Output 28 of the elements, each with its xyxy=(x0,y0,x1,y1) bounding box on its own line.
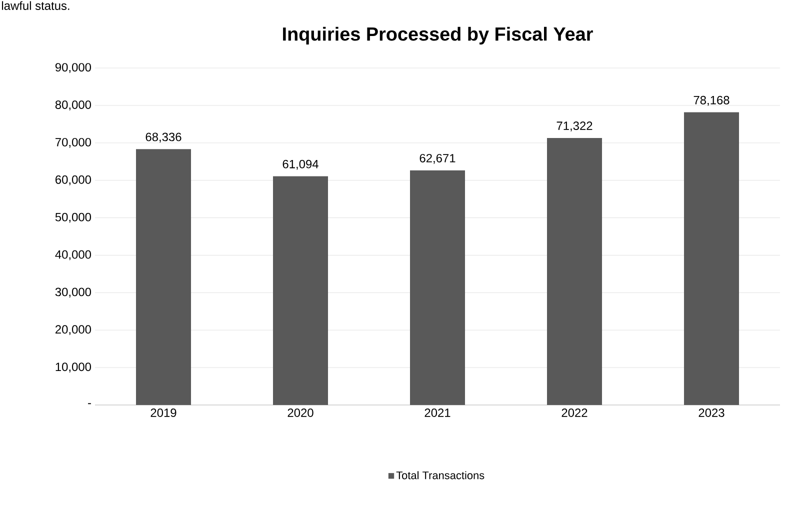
bar xyxy=(136,149,191,405)
text: lawful status. xyxy=(2,1,70,10)
y-tick-label: 90,000 xyxy=(55,63,92,73)
y-tick-label: 50,000 xyxy=(55,212,92,223)
bar xyxy=(547,138,602,405)
data-label: 61,094 xyxy=(282,160,318,170)
data-label: 78,168 xyxy=(694,96,730,106)
y-tick-label: 20,000 xyxy=(56,325,92,336)
y-tick-label: 10,000 xyxy=(56,362,92,372)
x-tick-label: 2022 xyxy=(562,408,588,417)
bar xyxy=(410,170,466,405)
bar xyxy=(273,176,328,405)
y-tick-label: 70,000 xyxy=(56,138,92,148)
y-tick-label: 30,000 xyxy=(55,288,92,298)
x-tick-label: 2019 xyxy=(150,408,176,417)
data-label: 71,322 xyxy=(556,122,592,132)
chart-title: Inquiries Processed by Fiscal Year xyxy=(283,26,593,44)
x-tick-label: 2023 xyxy=(698,408,724,417)
data-label: 68,336 xyxy=(146,132,182,143)
legend-label: Total Transactions xyxy=(396,471,484,480)
x-tick-label: 2021 xyxy=(424,408,450,417)
y-tick-label: - xyxy=(88,403,91,404)
data-label: 62,671 xyxy=(420,154,456,164)
y-tick-label: 80,000 xyxy=(55,100,92,110)
bar xyxy=(684,112,740,405)
y-tick-label: 40,000 xyxy=(55,250,92,260)
x-tick-label: 2020 xyxy=(288,408,314,417)
y-tick-label: 60,000 xyxy=(56,175,92,186)
